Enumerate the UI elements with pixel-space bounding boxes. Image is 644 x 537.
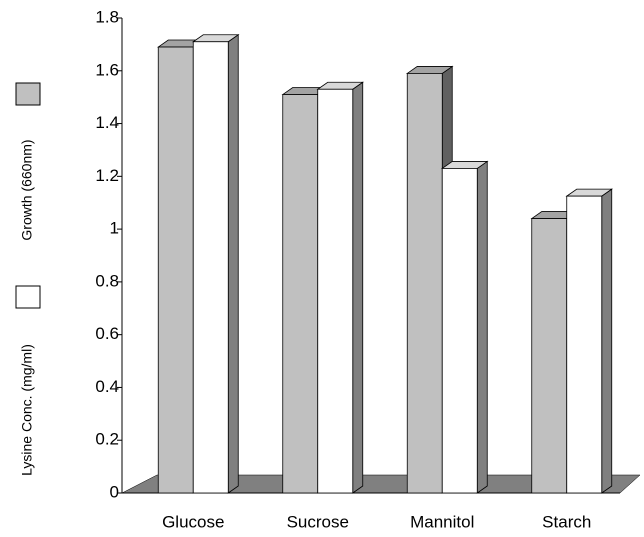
bar-side <box>601 188 613 494</box>
y-tick-label: 1.2 <box>95 166 119 185</box>
x-tick-label: Starch <box>542 512 591 531</box>
y-tick-label: 0.6 <box>95 324 119 343</box>
bar <box>531 218 568 494</box>
y-tick-label: 0.2 <box>95 430 119 449</box>
bar <box>406 73 443 494</box>
bar <box>566 195 603 494</box>
bar <box>192 41 229 494</box>
y-tick-label: 0 <box>110 482 119 501</box>
y-label-part: Growth (660nm) <box>19 139 35 240</box>
bar-side <box>227 33 239 494</box>
x-tick-label: Sucrose <box>287 512 349 531</box>
legend-swatch <box>15 285 41 309</box>
bar <box>317 88 354 494</box>
bar <box>441 168 478 494</box>
y-label-part: Lysine Conc. (mg/ml) <box>19 344 35 476</box>
y-axis-label: Lysine Conc. (mg/ml) Growth (660nm) <box>15 82 41 476</box>
x-tick-label: Glucose <box>162 512 224 531</box>
legend-swatch <box>15 82 41 106</box>
y-tick-label: 1.4 <box>95 113 119 132</box>
bar-side <box>476 160 488 494</box>
x-tick-label: Mannitol <box>410 512 474 531</box>
bar <box>157 46 194 494</box>
y-tick-label: 1.6 <box>95 60 119 79</box>
bar-side <box>352 81 364 494</box>
y-tick-label: 1.8 <box>95 7 119 26</box>
y-tick-label: 1 <box>110 219 119 238</box>
y-tick-label: 0.8 <box>95 271 119 290</box>
bar <box>282 94 319 494</box>
y-tick-label: 0.4 <box>95 377 119 396</box>
